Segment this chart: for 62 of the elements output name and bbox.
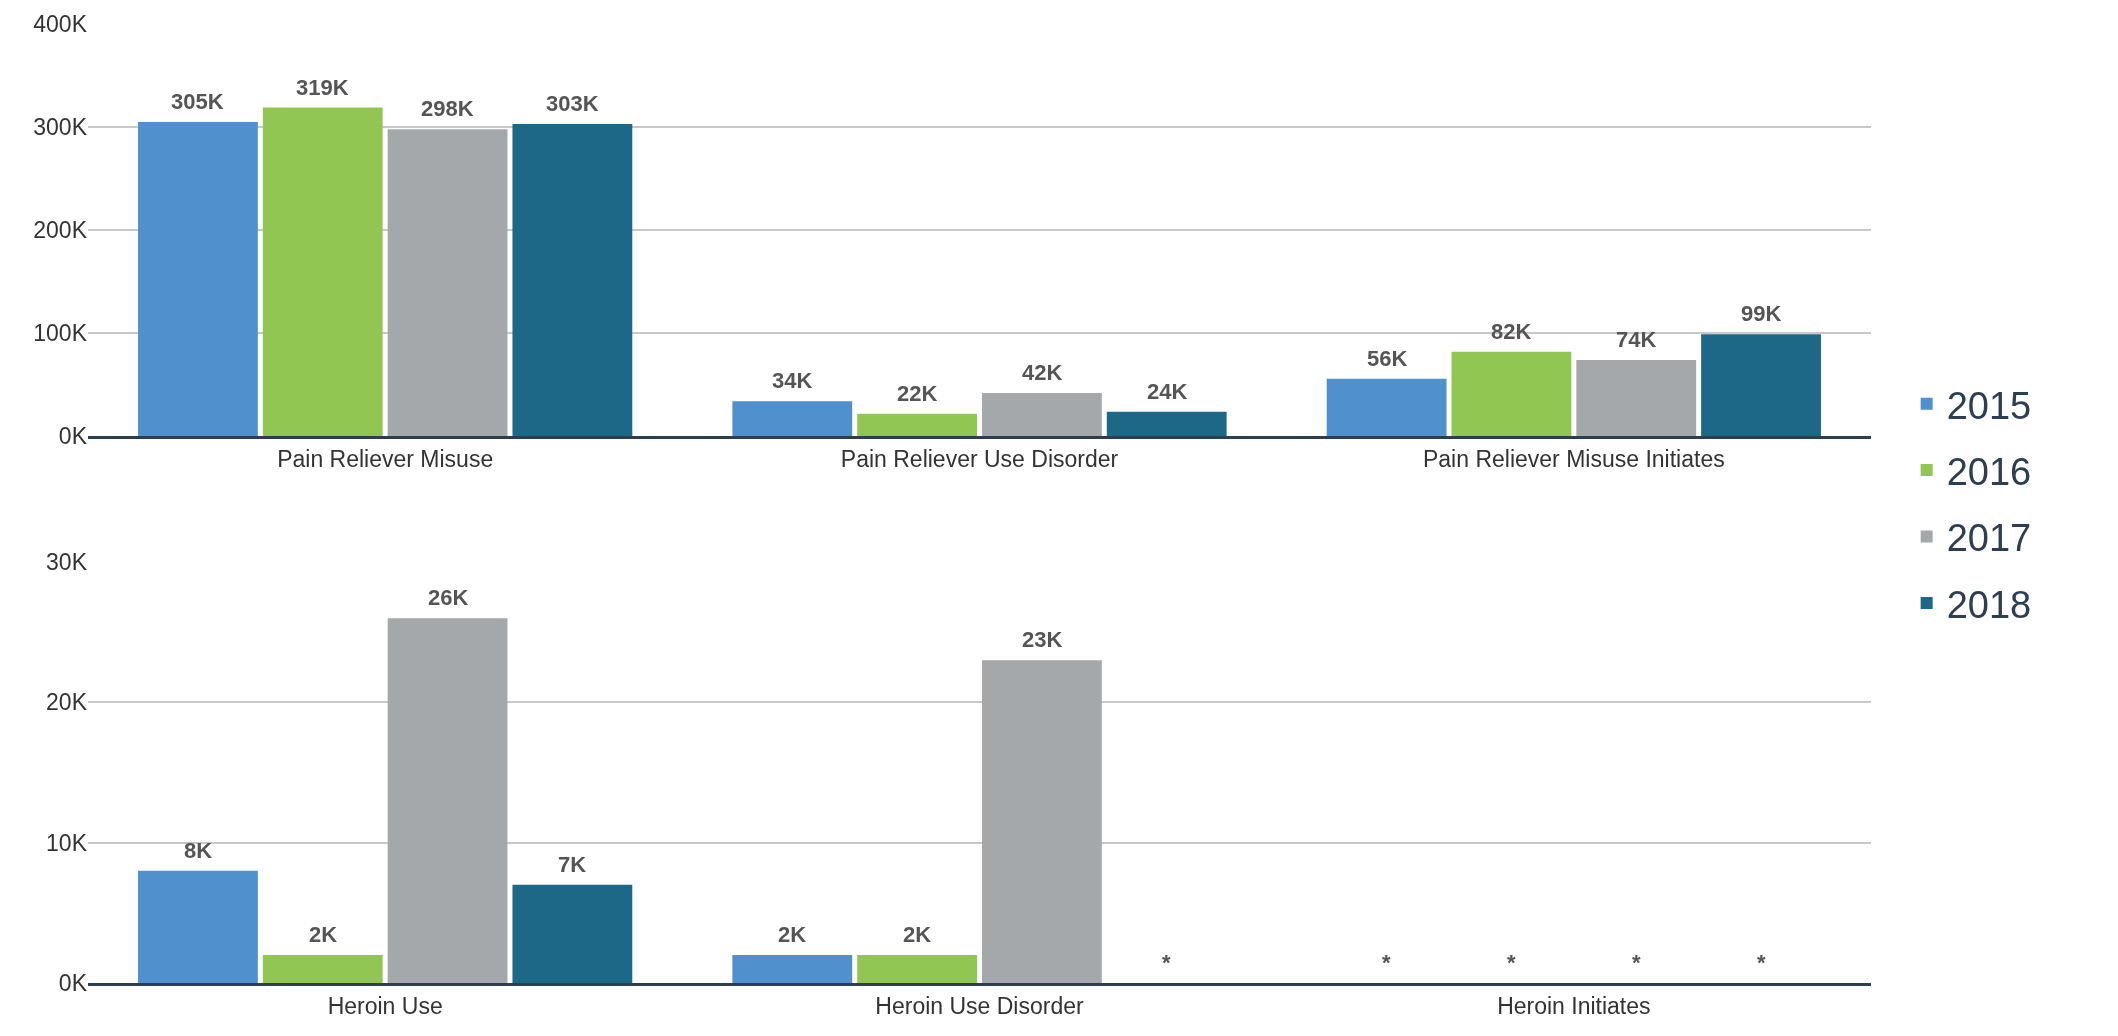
data-label: 298K xyxy=(421,96,474,121)
text: * xyxy=(1507,950,1516,975)
data-label: 23K xyxy=(1022,627,1063,652)
text: * xyxy=(1632,950,1641,975)
data-label: 319K xyxy=(296,75,349,100)
bar xyxy=(982,393,1102,437)
bar xyxy=(732,401,853,437)
y-tick-label: 10K xyxy=(46,829,88,856)
data-label: 34K xyxy=(772,368,813,393)
y-tick-label: 0K xyxy=(58,423,88,450)
bar xyxy=(732,954,853,983)
x-tick-label: Pain Reliever Misuse xyxy=(277,445,494,472)
data-label: 7K xyxy=(558,852,587,877)
y-tick-label: 0K xyxy=(58,970,88,997)
bar xyxy=(1326,378,1447,437)
data-label: 82K xyxy=(1491,319,1532,344)
legend-label: 2016 xyxy=(1946,450,2032,493)
data-label: 305K xyxy=(171,89,224,114)
bar xyxy=(387,618,508,983)
bar xyxy=(982,660,1102,983)
y-tick-label: 100K xyxy=(33,320,88,347)
y-tick-label: 300K xyxy=(33,114,88,141)
bar xyxy=(262,954,383,983)
data-label: 22K xyxy=(897,381,938,406)
data-label: 2K xyxy=(309,922,338,947)
data-label: 2K xyxy=(778,922,807,947)
y-tick-label: 30K xyxy=(46,549,88,576)
y-tick-label: 20K xyxy=(46,689,88,716)
legend-label: 2015 xyxy=(1946,384,2032,427)
text: * xyxy=(1382,950,1391,975)
x-tick-label: Heroin Use Disorder xyxy=(875,992,1085,1019)
x-tick-label: Pain Reliever Use Disorder xyxy=(840,445,1119,472)
bar xyxy=(138,121,258,437)
data-label: 24K xyxy=(1147,379,1188,404)
x-tick-label: Heroin Use xyxy=(327,992,443,1019)
bar xyxy=(1106,411,1227,437)
data-label: 99K xyxy=(1741,301,1782,326)
bar xyxy=(262,107,383,437)
data-label: 56K xyxy=(1367,346,1408,371)
y-tick-label: 400K xyxy=(33,11,88,38)
data-label: 8K xyxy=(184,838,213,863)
text: * xyxy=(1162,950,1171,975)
data-label: 2K xyxy=(903,922,932,947)
x-tick-label: Heroin Initiates xyxy=(1497,992,1651,1019)
data-label: 74K xyxy=(1616,327,1657,352)
bar xyxy=(138,870,258,983)
bar xyxy=(512,124,633,437)
bar xyxy=(1576,360,1697,437)
data-label: 42K xyxy=(1022,360,1063,385)
y-tick-label: 200K xyxy=(33,217,88,244)
x-tick-label: Pain Reliever Misuse Initiates xyxy=(1422,445,1725,472)
legend-label: 2017 xyxy=(1946,517,2032,560)
bar xyxy=(1701,334,1821,437)
bar xyxy=(857,413,977,437)
legend-label: 2018 xyxy=(1946,583,2032,626)
text: * xyxy=(1757,950,1766,975)
bar xyxy=(857,954,977,983)
bar xyxy=(387,129,508,437)
bar xyxy=(1451,351,1572,437)
bar xyxy=(512,884,633,983)
data-label: 26K xyxy=(428,585,469,610)
data-label: 303K xyxy=(546,91,599,116)
